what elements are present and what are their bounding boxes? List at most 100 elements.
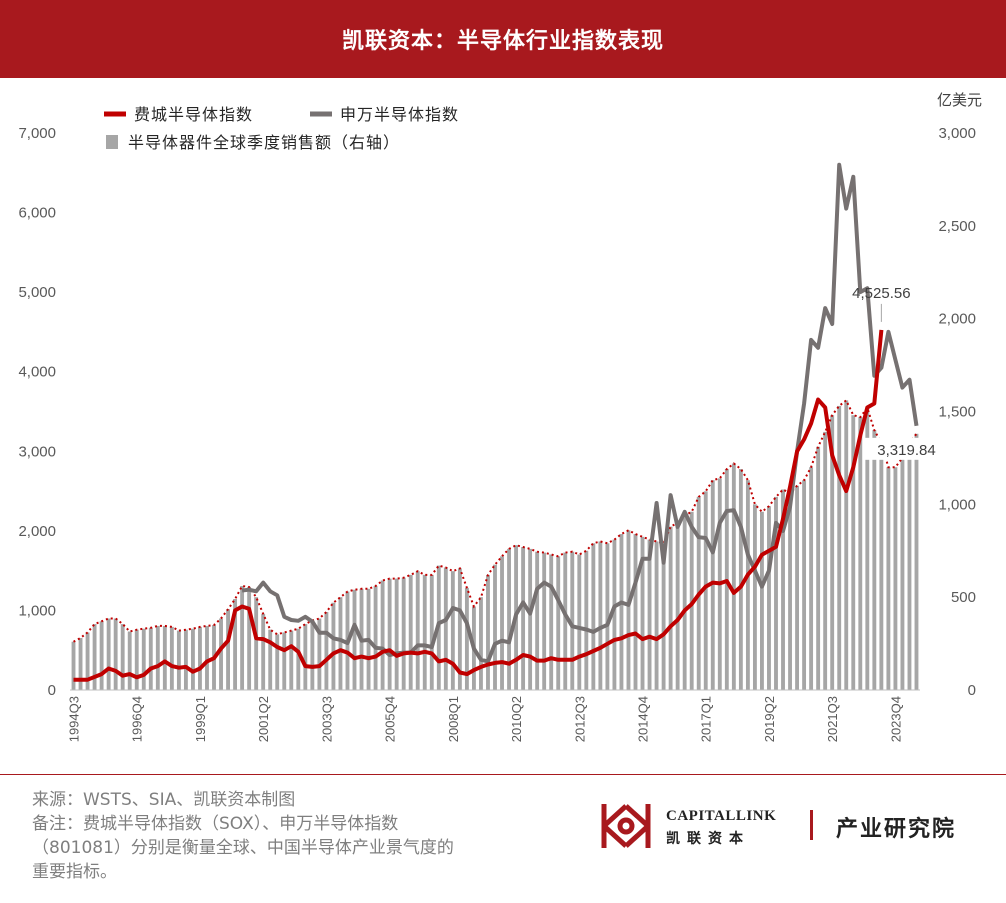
sales-bar: [219, 618, 223, 690]
sales-bar: [879, 443, 884, 690]
left-axis-tick: 7,000: [18, 125, 56, 142]
sales-bar: [373, 586, 378, 690]
sales-bar: [865, 407, 870, 690]
sales-bar: [802, 480, 807, 690]
sales-bar: [78, 638, 83, 690]
sales-bar: [654, 541, 659, 690]
sox-line: [73, 329, 884, 682]
sales-bar: [760, 511, 764, 690]
sales-bar: [310, 620, 315, 690]
legend-label: 半导体器件全球季度销售额（右轴）: [128, 134, 400, 152]
remark-line-1: 备注：费城半导体指数（SOX）、申万半导体指数: [32, 814, 399, 834]
sales-bar: [387, 578, 392, 690]
sales-bar: [584, 550, 589, 690]
sales-bar: [261, 613, 266, 690]
sales-bar: [521, 547, 526, 690]
sales-bar: [254, 597, 259, 690]
sales-bar: [233, 599, 238, 690]
sales-bar: [141, 628, 146, 690]
sales-bar: [226, 609, 230, 690]
sales-bar: [464, 587, 469, 690]
sales-bar: [816, 446, 821, 690]
sales-bar: [675, 522, 680, 690]
sales-bar: [626, 530, 631, 690]
left-axis-tick: 3,000: [18, 443, 56, 460]
footer-divider: [0, 774, 1006, 775]
sales-bar: [198, 626, 202, 690]
sales-bar: [324, 612, 329, 690]
sales-bar: [479, 597, 483, 690]
header-banner: 凯联资本：半导体行业指数表现: [0, 0, 1006, 78]
sales-bar: [92, 624, 97, 690]
sales-bar: [844, 400, 849, 690]
sales-bar: [394, 578, 399, 690]
sw-semiconductor-line: [241, 162, 919, 664]
x-axis-tick: 1999Q1: [193, 696, 208, 742]
sales-bar: [155, 625, 160, 690]
sales-bar: [127, 631, 132, 690]
sales-bar: [668, 526, 673, 690]
x-axis-tick: 2019Q2: [762, 696, 777, 742]
x-axis-tick: 1994Q3: [67, 696, 82, 742]
sales-bar: [752, 504, 757, 690]
sales-bar: [338, 597, 343, 690]
sales-bar: [549, 554, 554, 690]
sales-bar: [289, 630, 294, 690]
right-axis-tick: 3,000: [938, 125, 976, 142]
sales-bar: [176, 630, 181, 690]
sales-bar: [767, 506, 771, 690]
sales-bar: [296, 628, 301, 690]
sales-bar: [535, 551, 540, 690]
sales-bar: [450, 571, 455, 690]
sales-bar: [781, 489, 785, 690]
x-axis-tick: 2014Q4: [636, 696, 651, 742]
footer-notes: 来源：WSTS、SIA、凯联资本制图 备注：费城半导体指数（SOX）、申万半导体…: [32, 788, 572, 884]
sales-bar: [809, 467, 814, 690]
sales-bar: [633, 534, 638, 690]
remark-line-2: （801081）分别是衡量全球、中国半导体产业景气度的: [32, 838, 454, 858]
sales-bar: [851, 415, 856, 690]
legend-label: 申万半导体指数: [340, 106, 459, 124]
sales-bar: [738, 469, 743, 690]
sales-bar: [598, 541, 603, 690]
sales-bar: [183, 629, 188, 690]
sales-bar: [563, 552, 568, 690]
x-axis-tick: 2001Q2: [256, 696, 271, 742]
sales-bar: [830, 415, 835, 690]
sales-bar: [352, 589, 357, 690]
page-title: 凯联资本：半导体行业指数表现: [341, 29, 664, 54]
sales-bar: [500, 556, 504, 690]
capitallink-logo: CAPITALLINK 凯联资本 产业研究院: [596, 796, 986, 856]
sales-bar: [858, 417, 863, 690]
legend-swatch: [310, 111, 332, 117]
x-axis-tick: 2017Q1: [699, 696, 714, 742]
sales-bar: [591, 543, 596, 690]
source-note: 来源：WSTS、SIA、凯联资本制图: [32, 790, 296, 810]
right-axis-tick: 1,000: [938, 496, 976, 513]
sales-bar: [507, 548, 511, 690]
sales-bar: [661, 543, 666, 690]
logo-brand-cn: 凯联资本: [666, 831, 750, 847]
left-axis-tick: 1,000: [18, 602, 56, 619]
sales-bar: [331, 602, 336, 690]
x-axis-tick: 2023Q4: [888, 696, 903, 742]
sales-bar: [795, 485, 799, 690]
sales-bar: [640, 536, 645, 690]
right-axis-tick: 500: [951, 589, 976, 606]
sales-bar: [745, 480, 750, 690]
sales-bar: [788, 493, 792, 690]
sales-bar: [401, 577, 406, 690]
logo-department: 产业研究院: [836, 816, 957, 842]
sales-bar: [605, 543, 610, 690]
sales-bar: [612, 539, 617, 690]
remark-line-3: 重要指标。: [32, 862, 117, 882]
chart: 7,000 6,000 5,000 4,000 3,000 2,000 1,000 0 3,00…: [18, 92, 982, 742]
sales-bar: [577, 554, 582, 690]
sales-bar: [619, 534, 624, 690]
sales-bar: [486, 574, 490, 690]
sales-bar: [556, 556, 561, 690]
sales-bar: [493, 564, 497, 690]
sales-bar: [275, 634, 280, 690]
left-axis-tick: 0: [48, 682, 56, 699]
right-axis-tick: 2,500: [938, 218, 976, 235]
